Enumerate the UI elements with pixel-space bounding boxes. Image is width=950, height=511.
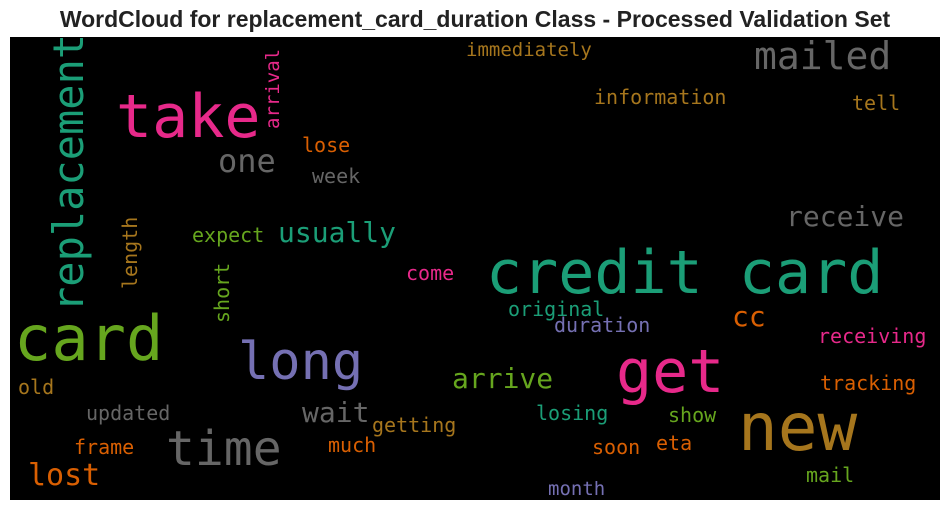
- word-expect: expect: [192, 223, 265, 247]
- word-frame: frame: [74, 435, 135, 459]
- word-come: come: [406, 261, 455, 285]
- word-time: time: [166, 421, 282, 477]
- word-information: information: [594, 85, 727, 109]
- word-old: old: [18, 375, 55, 399]
- word-receiving: receiving: [818, 324, 927, 348]
- word-arrival: arrival: [262, 48, 284, 129]
- word-usually: usually: [278, 216, 397, 249]
- word-mailed: mailed: [754, 37, 892, 78]
- word-card: card: [14, 302, 164, 375]
- word-one: one: [218, 142, 276, 180]
- word-updated: updated: [86, 401, 171, 425]
- word-tracking: tracking: [820, 371, 917, 395]
- word-soon: soon: [592, 435, 641, 459]
- word-lose: lose: [302, 133, 351, 157]
- word-length: length: [118, 216, 142, 289]
- word-lost: lost: [28, 458, 101, 493]
- chart-title: WordCloud for replacement_card_duration …: [59, 6, 891, 32]
- word-credit-card: credit card: [486, 238, 884, 308]
- word-original: original: [508, 297, 605, 321]
- word-take: take: [116, 82, 261, 152]
- word-eta: eta: [656, 431, 693, 455]
- word-get: get: [616, 337, 725, 407]
- word-wait: wait: [302, 396, 370, 429]
- word-new: new: [738, 389, 858, 466]
- word-much: much: [328, 433, 377, 457]
- word-getting: getting: [372, 413, 457, 437]
- word-long: long: [238, 332, 364, 392]
- word-short: short: [210, 262, 234, 323]
- word-month: month: [548, 478, 606, 500]
- word-arrive: arrive: [452, 362, 554, 395]
- word-week: week: [312, 164, 361, 188]
- word-losing: losing: [536, 401, 609, 425]
- word-replacement: replacement: [44, 37, 93, 312]
- word-immediately: immediately: [466, 39, 592, 61]
- word-show: show: [668, 403, 717, 427]
- word-tell: tell: [852, 91, 901, 115]
- word-cc: cc: [732, 300, 766, 333]
- word-receive: receive: [786, 200, 905, 233]
- word-cloud: credit card new get card take replacemen…: [10, 37, 940, 500]
- word-duration: duration: [554, 313, 651, 337]
- word-mail: mail: [806, 463, 855, 487]
